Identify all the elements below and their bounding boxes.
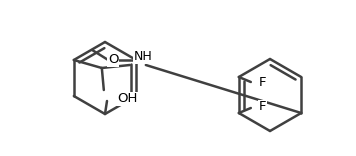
Text: OH: OH — [117, 93, 137, 105]
Text: F: F — [259, 76, 266, 90]
Text: NH: NH — [134, 51, 153, 63]
Text: O: O — [108, 54, 119, 66]
Text: F: F — [259, 100, 266, 114]
